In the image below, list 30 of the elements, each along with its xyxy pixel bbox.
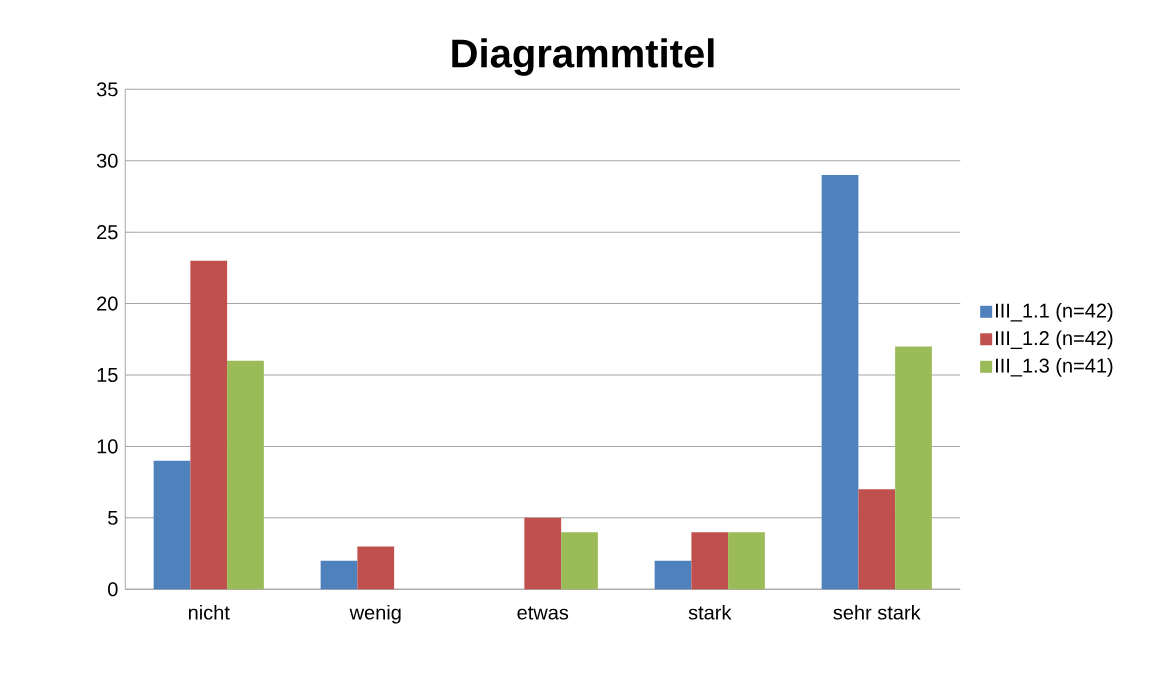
bar [858,489,896,590]
bar [190,260,228,590]
x-tick-label: stark [688,604,732,620]
y-tick-label: 35 [96,82,118,97]
legend-label: III_1.3 (n=41) [996,358,1113,377]
bar [227,360,264,590]
y-tick-label: 20 [97,296,118,311]
y-tick-label: 0 [108,582,118,597]
y-tick-label: 30 [96,153,118,168]
x-tick-label: etwas [517,606,569,620]
y-tick-label: 5 [108,510,118,525]
y-tick-label: 25 [97,225,118,240]
bar [357,546,395,590]
chart-title: Diagrammtitel [452,38,714,76]
x-tick-label: nicht [188,604,230,620]
bar [153,460,191,590]
bar [654,560,692,590]
x-tick-label: sehr stark [833,604,921,620]
legend-label: III_1.1 (n=42) [996,303,1113,322]
legend-label: III_1.2 (n=42) [996,330,1113,350]
x-tick-label: wenig [349,604,401,624]
bar [524,517,562,590]
bar [728,532,765,590]
y-tick-label: 15 [97,368,118,382]
bar [895,346,932,590]
bar [821,175,859,590]
y-tick-label: 10 [97,439,118,454]
bar [320,560,358,590]
bar [561,532,598,590]
bar [691,532,729,590]
